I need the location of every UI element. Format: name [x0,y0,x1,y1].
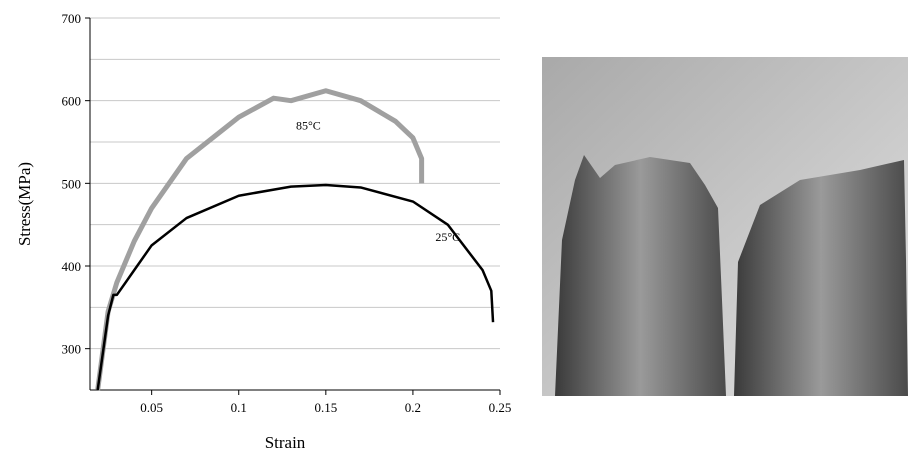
y-tick-label: 500 [62,176,82,191]
y-axis-title: Stress(MPa) [15,162,34,246]
series-line [96,183,495,391]
y-tick-label: 700 [62,11,82,26]
y-tick-label: 600 [62,94,82,109]
x-tick-label: 0.25 [489,400,512,415]
x-tick-label: 0.2 [405,400,421,415]
y-tick-label: 400 [62,259,82,274]
x-tick-label: 0.15 [314,400,337,415]
x-tick-label: 0.05 [140,400,163,415]
series-line [95,88,425,391]
x-tick-label: 0.1 [231,400,247,415]
series-label: 85°C [296,119,321,133]
x-axis-title: Strain [265,433,306,452]
series-label: 25°C [435,230,460,244]
photo [542,57,908,396]
y-tick-label: 300 [62,342,82,357]
